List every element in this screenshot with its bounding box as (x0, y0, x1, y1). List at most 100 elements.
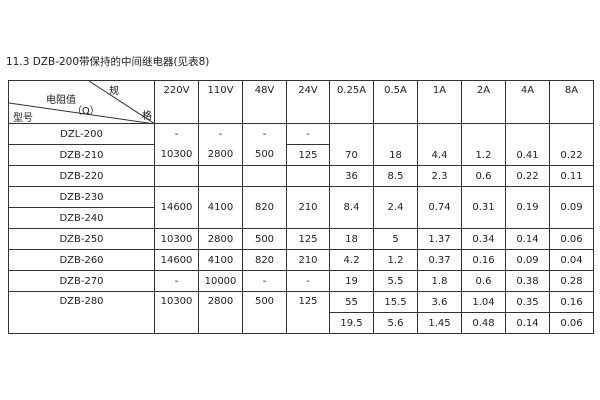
value-cell: 210 (286, 186, 330, 229)
value-cell (242, 165, 287, 187)
value-cell: 1.45 (417, 312, 462, 334)
model-cell: DZB-240 (8, 207, 155, 229)
value-cell: 1.2 (373, 249, 418, 271)
model-cell: DZB-220 (8, 165, 155, 187)
model-cell: DZB-260 (8, 249, 155, 271)
value-cell: 8.4 (329, 186, 374, 229)
value-cell: 10000 (198, 270, 243, 292)
table-row: DZB-210 10300 2800 500 125 (8, 144, 594, 166)
model-cell: DZB-250 (8, 228, 155, 250)
value-cell (198, 165, 243, 187)
value-cell: 19.5 (329, 312, 374, 334)
value-cell: 500 (242, 228, 287, 250)
value-cell: 0.14 (505, 228, 550, 250)
value-cell: 0.35 (505, 291, 550, 313)
value-cell: - (242, 123, 287, 145)
value-cell: 1.2 (461, 123, 506, 166)
value-cell: 0.28 (549, 270, 594, 292)
value-cell: 0.16 (461, 249, 506, 271)
value-cell: 0.04 (549, 249, 594, 271)
value-cell: 10300 (154, 144, 199, 166)
value-cell: 0.41 (505, 123, 550, 166)
column-header: 2A (461, 80, 506, 124)
value-cell: 3.6 (417, 291, 462, 313)
value-cell: 0.19 (505, 186, 550, 229)
value-cell: 5 (373, 228, 418, 250)
value-cell: 2800 (198, 291, 243, 334)
value-cell: 0.09 (549, 186, 594, 229)
spec-label-2: 格 (142, 111, 152, 122)
value-cell: - (154, 270, 199, 292)
table-caption: 11.3 DZB-200带保持的中间继电器(见表8) (6, 56, 210, 68)
value-cell: 500 (242, 144, 287, 166)
value-cell: 19 (329, 270, 374, 292)
table-row: DZB-230 14600 4100 820 210 8.4 2.4 0.74 … (8, 186, 594, 229)
unit-label: （Ω） (72, 106, 100, 117)
value-cell: 0.16 (549, 291, 594, 313)
value-cell: 0.09 (505, 249, 550, 271)
table-row: DZL-200 - - - - 70 18 4.4 1.2 0.41 0.22 (8, 123, 594, 166)
value-cell: 0.48 (461, 312, 506, 334)
value-cell: 4100 (198, 186, 243, 229)
value-cell: - (242, 270, 287, 292)
value-cell: 0.11 (549, 165, 594, 187)
value-cell: 0.6 (461, 270, 506, 292)
value-cell: 0.74 (417, 186, 462, 229)
value-cell: - (154, 123, 199, 145)
column-header: 4A (505, 80, 550, 124)
value-cell: 0.06 (549, 312, 594, 334)
model-cell: DZL-200 (8, 123, 155, 145)
model-label: 型号 (13, 113, 33, 124)
value-cell: 36 (329, 165, 374, 187)
value-cell: 125 (286, 228, 330, 250)
resistance-label: 电阻值 (46, 95, 76, 106)
value-cell: 1.37 (417, 228, 462, 250)
value-cell (286, 165, 330, 187)
value-cell: 70 (329, 123, 374, 166)
value-cell: 10300 (154, 228, 199, 250)
value-cell: 0.6 (461, 165, 506, 187)
value-cell: - (286, 270, 330, 292)
value-cell: 2.4 (373, 186, 418, 229)
value-cell: 0.14 (505, 312, 550, 334)
value-cell: 2.3 (417, 165, 462, 187)
model-cell: DZB-270 (8, 270, 155, 292)
value-cell: 0.31 (461, 186, 506, 229)
table-row: DZB-250 10300 2800 500 125 18 5 1.37 0.3… (8, 228, 594, 250)
value-cell: 210 (286, 249, 330, 271)
value-cell: 500 (242, 291, 287, 334)
column-header: 8A (549, 80, 594, 124)
value-cell: - (198, 123, 243, 145)
value-cell: 14600 (154, 249, 199, 271)
value-cell: 18 (329, 228, 374, 250)
header-row: 规 电阻值 （Ω） 型号 格 220V 110V 48V 24V 0.25A 0… (8, 80, 594, 124)
value-cell: 15.5 (373, 291, 418, 313)
value-cell: 125 (286, 291, 330, 334)
value-cell: 0.34 (461, 228, 506, 250)
value-cell: 1.04 (461, 291, 506, 313)
value-cell: 2800 (198, 144, 243, 166)
value-cell: 1.8 (417, 270, 462, 292)
value-cell: 0.22 (505, 165, 550, 187)
value-cell: - (286, 123, 330, 145)
value-cell: 0.06 (549, 228, 594, 250)
column-header: 0.25A (329, 80, 374, 124)
value-cell: 4.4 (417, 123, 462, 166)
column-header: 1A (417, 80, 462, 124)
value-cell: 0.38 (505, 270, 550, 292)
value-cell: 55 (329, 291, 374, 313)
column-header: 24V (286, 80, 330, 124)
resistance-table: 规 电阻值 （Ω） 型号 格 220V 110V 48V 24V 0.25A 0… (8, 80, 594, 334)
table-row: 19.5 5.6 1.45 0.48 0.14 0.06 (9, 312, 594, 334)
value-cell: 820 (242, 249, 287, 271)
value-cell: 10300 (154, 291, 199, 334)
column-header: 110V (198, 80, 243, 124)
spec-label: 规 (109, 86, 119, 97)
value-cell: 14600 (154, 186, 199, 229)
value-cell: 125 (286, 144, 330, 166)
value-cell: 0.37 (417, 249, 462, 271)
value-cell: 2800 (198, 228, 243, 250)
column-header: 48V (242, 80, 287, 124)
value-cell: 5.5 (373, 270, 418, 292)
value-cell: 0.22 (549, 123, 594, 166)
